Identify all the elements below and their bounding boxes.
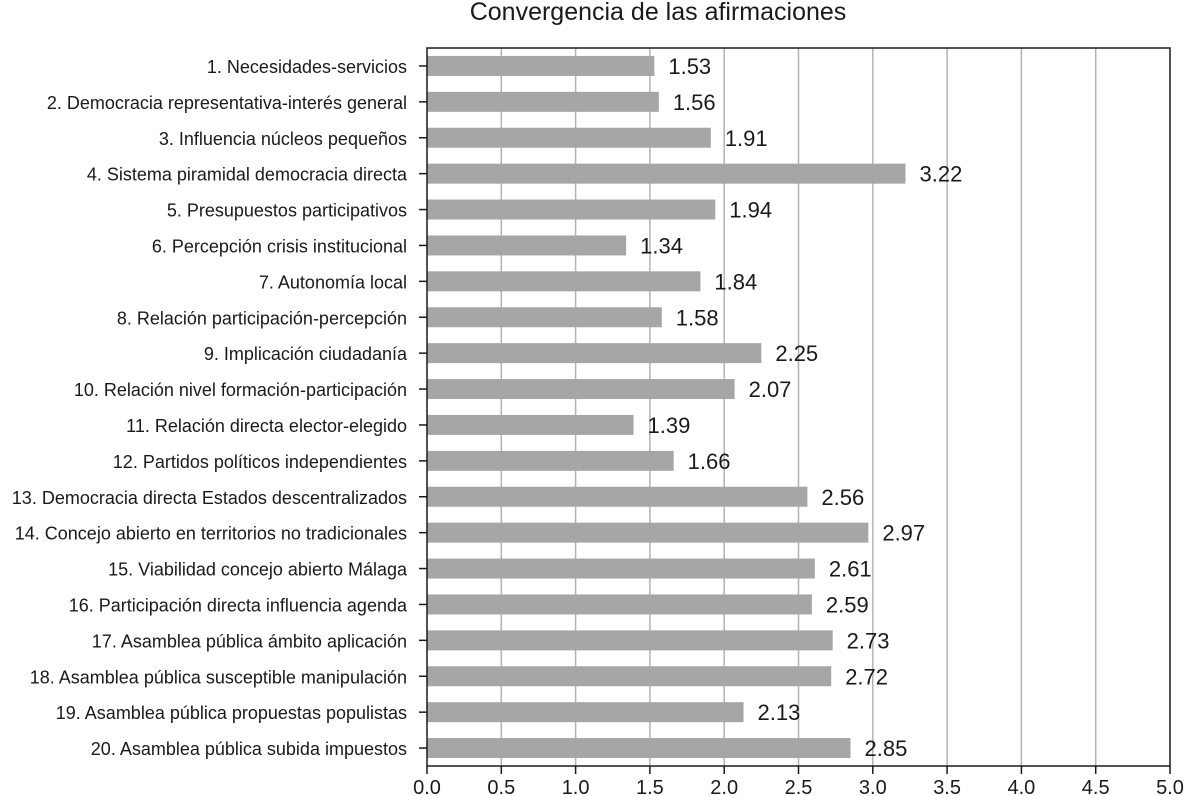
bar <box>427 235 627 256</box>
bar-value-label: 1.91 <box>725 126 768 151</box>
bar-value-label: 2.25 <box>775 341 818 366</box>
category-label: 3. Influencia núcleos pequeños <box>159 129 407 149</box>
category-label: 14. Concejo abierto en territorios no tr… <box>15 524 407 544</box>
bar <box>427 594 812 615</box>
x-tick-label: 1.5 <box>636 777 664 796</box>
bar <box>427 379 735 400</box>
bar-value-label: 1.53 <box>668 54 711 79</box>
bar <box>427 55 655 76</box>
category-label: 10. Relación nivel formación-participaci… <box>74 380 407 400</box>
bar <box>427 271 701 292</box>
bar-value-label: 1.66 <box>688 449 731 474</box>
bar-value-label: 1.84 <box>714 269 757 294</box>
chart-title: Convergencia de las afirmaciones <box>470 0 847 26</box>
category-label: 6. Percepción crisis institucional <box>152 236 407 256</box>
x-tick-label: 2.0 <box>710 777 738 796</box>
bar-value-label: 2.59 <box>826 592 869 617</box>
bar <box>427 558 815 579</box>
category-label: 12. Partidos políticos independientes <box>113 452 407 472</box>
x-tick-label: 4.5 <box>1082 777 1110 796</box>
bar-value-label: 3.22 <box>919 162 962 187</box>
bar-value-label: 2.72 <box>845 664 888 689</box>
bar-value-label: 2.56 <box>821 485 864 510</box>
bar-value-label: 2.07 <box>749 377 792 402</box>
category-label: 18. Asamblea pública susceptible manipul… <box>30 667 407 687</box>
bar-value-label: 1.34 <box>640 233 683 258</box>
category-label: 5. Presupuestos participativos <box>167 201 407 221</box>
category-label: 1. Necesidades-servicios <box>207 57 407 77</box>
bar <box>427 738 851 759</box>
bar <box>427 199 716 220</box>
category-label: 19. Asamblea pública propuestas populist… <box>56 703 407 723</box>
bar-value-label: 2.85 <box>865 736 908 761</box>
x-tick-label: 5.0 <box>1156 777 1184 796</box>
bar-value-label: 2.61 <box>829 557 872 582</box>
bar-value-label: 1.56 <box>673 90 716 115</box>
category-label: 11. Relación directa elector-elegido <box>126 416 407 436</box>
bar <box>427 307 662 328</box>
bar-value-label: 1.58 <box>676 305 719 330</box>
bar <box>427 450 674 471</box>
x-tick-label: 2.5 <box>785 777 813 796</box>
category-label: 7. Autonomía local <box>259 272 407 292</box>
category-label: 8. Relación participación-percepción <box>117 308 407 328</box>
bar <box>427 666 832 687</box>
bar <box>427 91 659 112</box>
x-tick-label: 1.0 <box>562 777 590 796</box>
category-label: 4. Sistema piramidal democracia directa <box>87 165 408 185</box>
bar <box>427 702 744 723</box>
category-label: 9. Implicación ciudadanía <box>204 344 408 364</box>
bar-value-label: 2.13 <box>758 700 801 725</box>
x-tick-label: 3.0 <box>859 777 887 796</box>
bar <box>427 343 762 364</box>
bar-value-label: 2.73 <box>847 628 890 653</box>
x-tick-label: 3.5 <box>933 777 961 796</box>
category-label: 17. Asamblea pública ámbito aplicación <box>92 631 407 651</box>
category-label: 13. Democracia directa Estados descentra… <box>12 488 407 508</box>
bar-value-label: 1.39 <box>648 413 691 438</box>
bar-value-label: 1.94 <box>729 198 772 223</box>
bar <box>427 127 711 148</box>
bar <box>427 414 634 435</box>
bar-value-label: 2.97 <box>882 521 925 546</box>
category-label: 15. Viabilidad concejo abierto Málaga <box>108 560 408 580</box>
bar <box>427 163 906 184</box>
x-tick-label: 0.0 <box>413 777 441 796</box>
x-tick-label: 0.5 <box>487 777 515 796</box>
bar <box>427 522 869 543</box>
category-label: 2. Democracia representativa-interés gen… <box>47 93 407 113</box>
bar <box>427 630 833 651</box>
x-tick-label: 4.0 <box>1007 777 1035 796</box>
category-label: 20. Asamblea pública subida impuestos <box>91 739 407 759</box>
bar <box>427 486 808 507</box>
category-label: 16. Participación directa influencia age… <box>69 595 408 615</box>
